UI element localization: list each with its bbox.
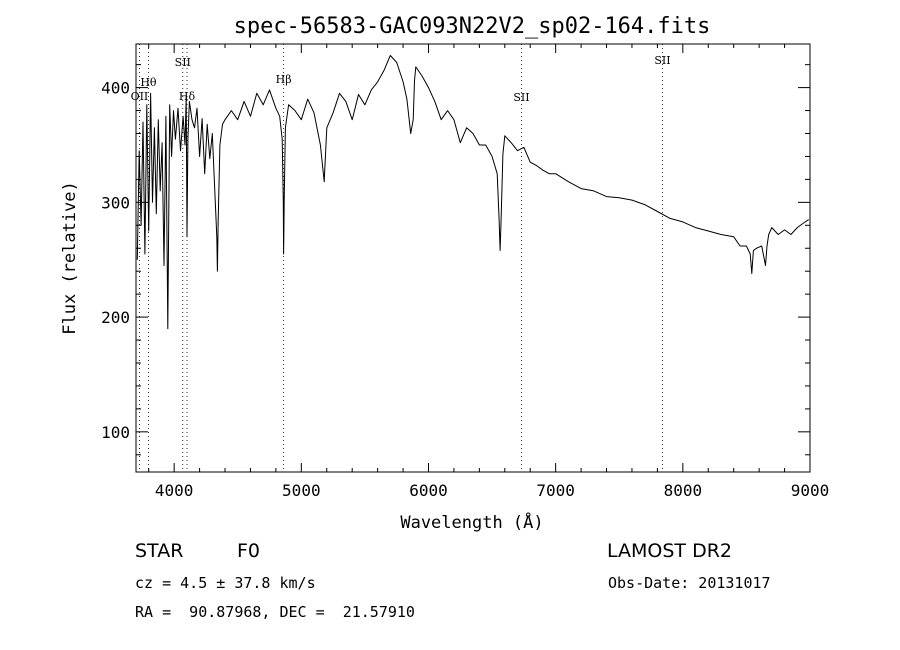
spectrum-series <box>136 55 809 330</box>
chart-title: spec-56583-GAC093N22V2_sp02-164.fits <box>234 14 711 39</box>
object-subclass: F0 <box>237 540 261 562</box>
obs-date-text: Obs-Date: 20131017 <box>608 574 771 592</box>
marker-label: SII <box>175 56 191 69</box>
x-tick-label: 8000 <box>664 481 703 500</box>
x-tick-label: 5000 <box>282 481 321 500</box>
coordinates-text: RA = 90.87968, DEC = 21.57910 <box>135 603 415 621</box>
axis-ticks: 4000 5000 6000 7000 8000 9000 100 200 300 400 <box>101 44 829 500</box>
x-tick-label: 4000 <box>155 481 194 500</box>
marker-label: SII <box>654 54 670 67</box>
y-tick-label: 300 <box>101 193 130 212</box>
x-tick-label: 9000 <box>791 481 830 500</box>
plot-frame <box>135 43 811 473</box>
x-axis-label: Wavelength (Å) <box>400 511 543 533</box>
x-tick-label: 7000 <box>536 481 575 500</box>
marker-label: OII <box>131 90 149 103</box>
marker-label: Hδ <box>179 90 196 103</box>
marker-label: SII <box>513 91 529 104</box>
y-tick-label: 400 <box>101 79 130 98</box>
redshift-text: cz = 4.5 ± 37.8 km/s <box>135 574 316 592</box>
y-tick-label: 200 <box>101 308 130 327</box>
survey-name: LAMOST DR2 <box>607 540 732 562</box>
y-axis-label: Flux (relative) <box>60 181 80 335</box>
y-tick-label: 100 <box>101 423 130 442</box>
marker-label: Hβ <box>276 73 292 86</box>
spectrum-line <box>136 55 809 330</box>
marker-label: Hθ <box>140 76 157 89</box>
object-class: STAR <box>135 540 184 562</box>
x-tick-label: 6000 <box>409 481 448 500</box>
